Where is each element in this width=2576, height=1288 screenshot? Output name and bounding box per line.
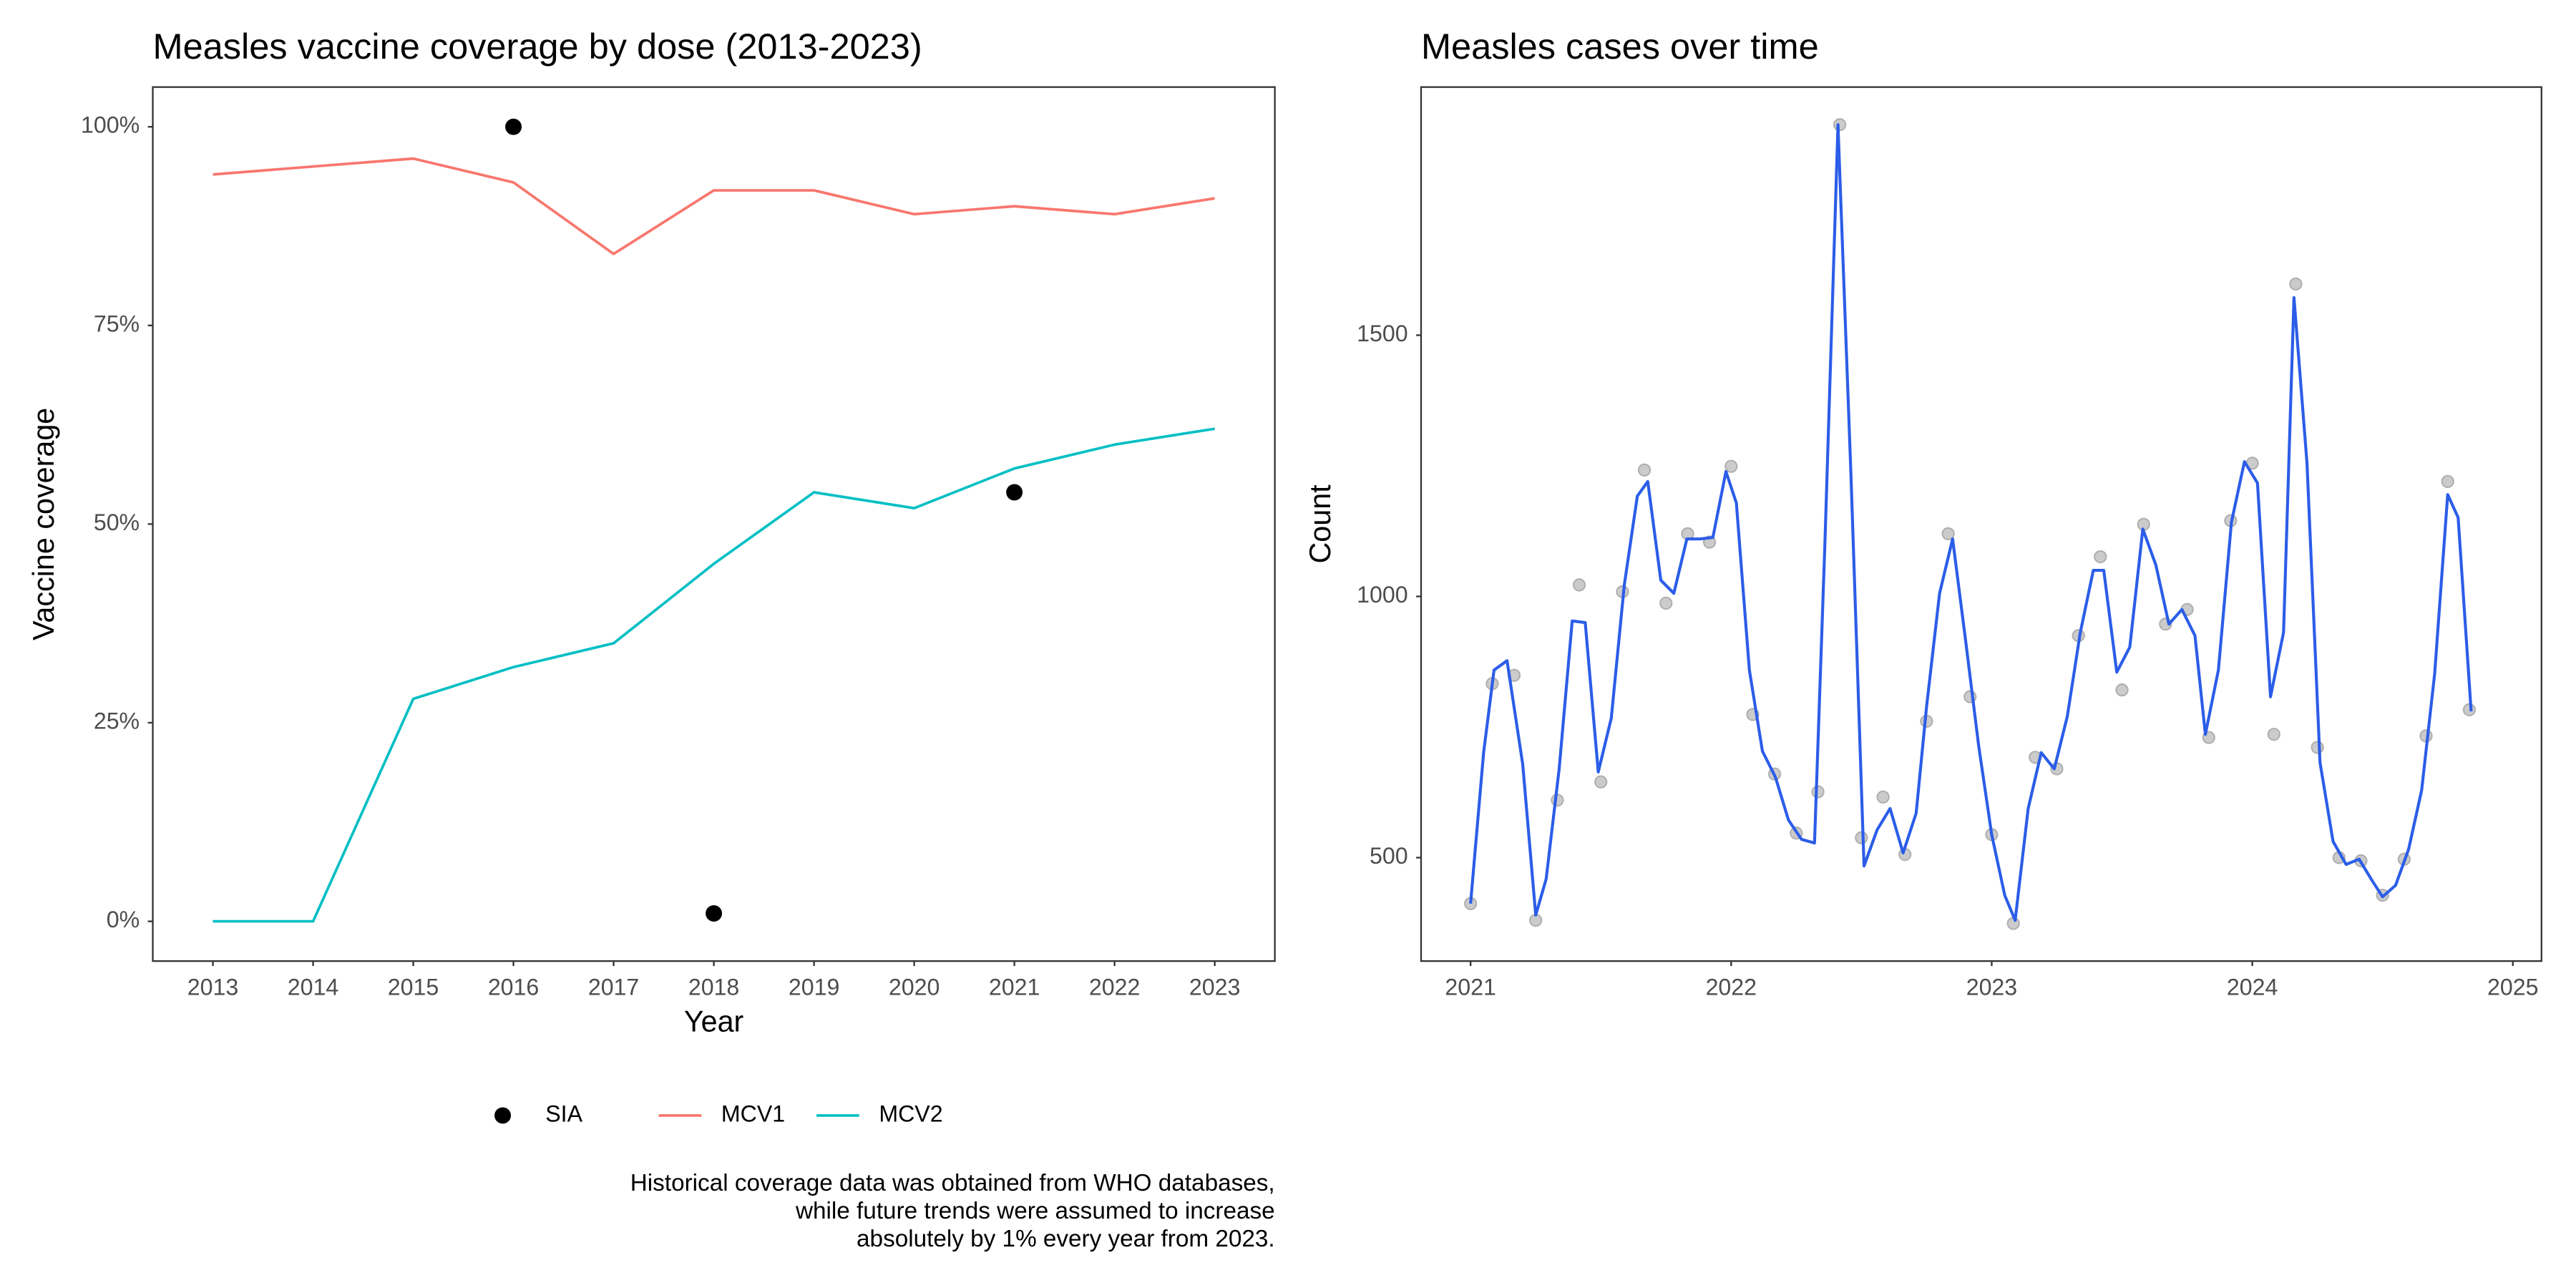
data-point [1006, 484, 1023, 501]
data-point [2441, 474, 2454, 489]
panel-border [1420, 86, 2542, 962]
x-tick-label: 2019 [789, 975, 839, 1000]
x-tick-label: 2021 [989, 975, 1040, 1000]
data-point [2094, 550, 2107, 564]
y-tick-label: 1500 [1357, 321, 1407, 346]
data-point [505, 118, 522, 135]
data-point [2289, 277, 2303, 291]
x-tick-label: 2014 [288, 975, 338, 1000]
x-tick-label: 2025 [2487, 975, 2538, 1000]
chart-title: Measles cases over time [1421, 26, 1819, 67]
data-line [213, 157, 1215, 255]
x-tick-label: 2021 [1445, 975, 1496, 1000]
data-line [213, 427, 1215, 923]
y-tick-label: 75% [94, 311, 140, 336]
data-point [1941, 527, 1955, 541]
data-point [1833, 118, 1847, 132]
data-point [2115, 683, 2129, 697]
y-tick-label: 500 [1370, 843, 1408, 869]
x-tick-label: 2023 [1189, 975, 1240, 1000]
data-point [1659, 596, 1673, 610]
y-axis-label: Count [1304, 484, 1337, 564]
caption: absolutely by 1% every year from 2023. [857, 1226, 1275, 1252]
data-point [1876, 790, 1890, 804]
x-tick-label: 2017 [588, 975, 639, 1000]
x-axis-label: Year [684, 1005, 744, 1038]
x-tick-label: 2023 [1966, 975, 2017, 1000]
data-point [1637, 463, 1652, 477]
caption: while future trends were assumed to incr… [795, 1198, 1275, 1224]
y-tick-label: 100% [81, 112, 140, 138]
data-point [1855, 831, 1868, 844]
chart-title: Measles vaccine coverage by dose (2013-2… [153, 26, 922, 67]
data-point [1594, 775, 1608, 789]
data-point [2311, 741, 2324, 754]
caption: Historical coverage data was obtained fr… [630, 1170, 1275, 1196]
legend-label: MCV1 [721, 1101, 785, 1126]
x-tick-label: 2016 [488, 975, 539, 1000]
y-tick-label: 25% [94, 708, 140, 733]
y-tick-label: 50% [94, 509, 140, 535]
legend-label: SIA [545, 1101, 582, 1126]
data-point [1572, 578, 1586, 592]
y-axis-label: Vaccine coverage [27, 408, 60, 640]
y-tick-label: 1000 [1357, 582, 1407, 608]
data-point [1724, 459, 1738, 473]
x-tick-label: 2015 [388, 975, 439, 1000]
legend-marker [494, 1107, 512, 1124]
x-tick-label: 2018 [688, 975, 739, 1000]
x-tick-label: 2013 [187, 975, 238, 1000]
x-tick-label: 2024 [2227, 975, 2278, 1000]
data-point [706, 905, 723, 922]
legend-label: MCV2 [879, 1101, 942, 1126]
x-tick-label: 2022 [1706, 975, 1757, 1000]
y-tick-label: 0% [107, 907, 140, 932]
x-tick-label: 2022 [1089, 975, 1140, 1000]
data-line [1469, 123, 2473, 922]
x-tick-label: 2020 [889, 975, 940, 1000]
data-point [2267, 728, 2280, 741]
